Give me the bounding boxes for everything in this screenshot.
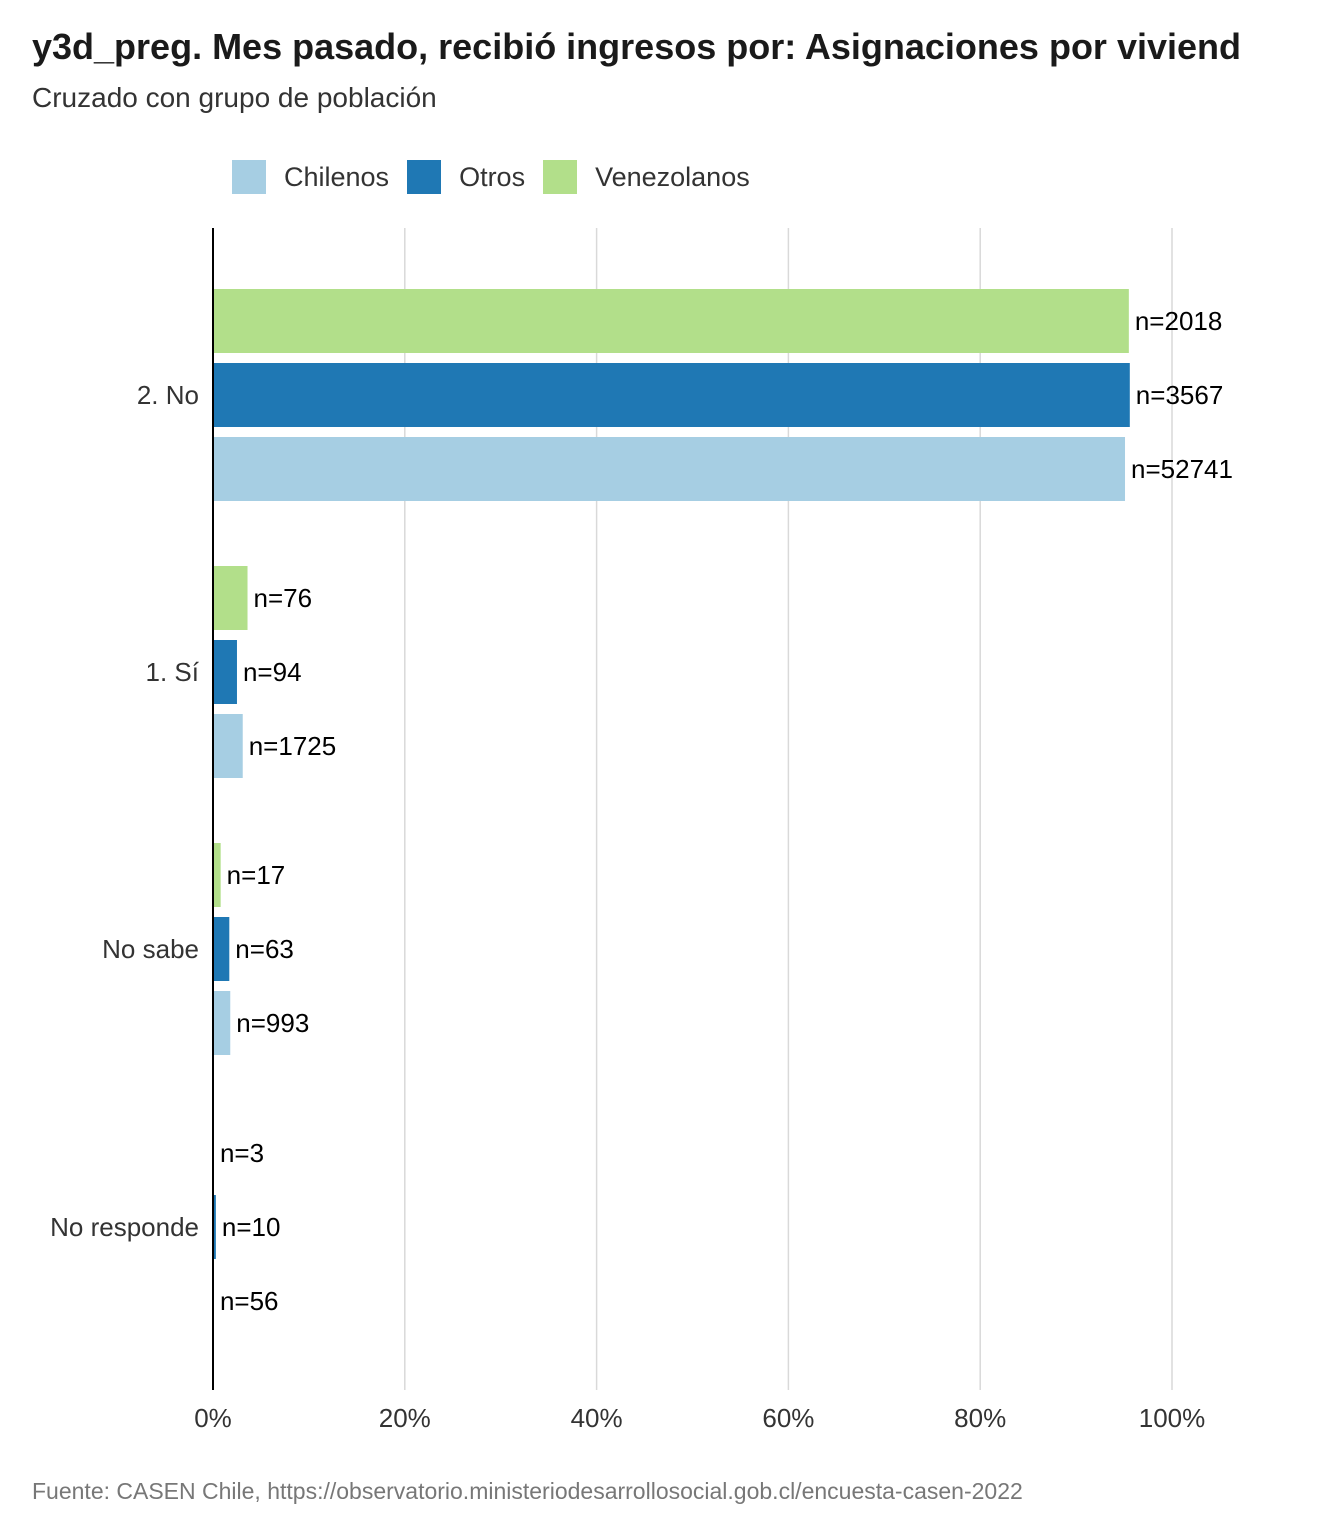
bar — [213, 917, 230, 981]
x-tick-label: 60% — [762, 1403, 814, 1433]
bar — [213, 714, 243, 778]
bar-count-label: n=1725 — [249, 731, 336, 761]
bar-count-label: n=10 — [222, 1212, 281, 1242]
bar — [213, 289, 1129, 353]
legend-swatch-chilenos — [232, 160, 266, 194]
legend: Chilenos Otros Venezolanos — [232, 160, 768, 194]
x-tick-label: 20% — [379, 1403, 431, 1433]
x-tick-label: 40% — [571, 1403, 623, 1433]
x-tick-label: 100% — [1139, 1403, 1206, 1433]
legend-swatch-otros — [407, 160, 442, 194]
bar — [213, 566, 248, 630]
bar — [213, 843, 221, 907]
bar-count-label: n=17 — [227, 860, 286, 890]
bar-count-label: n=993 — [236, 1008, 309, 1038]
chart-subtitle: Cruzado con grupo de población — [32, 82, 437, 113]
source-caption: Fuente: CASEN Chile, https://observatori… — [32, 1478, 1023, 1504]
bar-count-label: n=94 — [243, 657, 302, 687]
bar — [213, 991, 231, 1055]
legend-item-venezolanos: Venezolanos — [543, 160, 750, 194]
legend-label-venezolanos: Venezolanos — [595, 161, 750, 192]
category-label: No sabe — [102, 934, 199, 964]
legend-label-otros: Otros — [459, 161, 526, 192]
bar-count-label: n=52741 — [1131, 454, 1233, 484]
legend-item-otros: Otros — [407, 160, 525, 194]
legend-swatch-venezolanos — [543, 160, 578, 194]
bar-count-label: n=63 — [235, 934, 294, 964]
category-label: No responde — [50, 1212, 199, 1242]
bar — [213, 363, 1130, 427]
bar-count-label: n=56 — [220, 1286, 279, 1316]
category-label: 1. Sí — [146, 657, 200, 687]
x-tick-label: 0% — [194, 1403, 232, 1433]
x-tick-label: 80% — [954, 1403, 1006, 1433]
bar — [213, 640, 237, 704]
bar-count-label: n=2018 — [1135, 306, 1222, 336]
bar-count-label: n=76 — [254, 583, 313, 613]
category-label: 2. No — [137, 380, 199, 410]
bar-count-label: n=3 — [220, 1138, 264, 1168]
chart-title: y3d_preg. Mes pasado, recibió ingresos p… — [32, 26, 1241, 67]
legend-label-chilenos: Chilenos — [284, 161, 390, 192]
bar — [213, 1195, 216, 1259]
legend-item-chilenos: Chilenos — [232, 160, 389, 194]
bar-count-label: n=3567 — [1136, 380, 1223, 410]
bar — [213, 437, 1126, 501]
